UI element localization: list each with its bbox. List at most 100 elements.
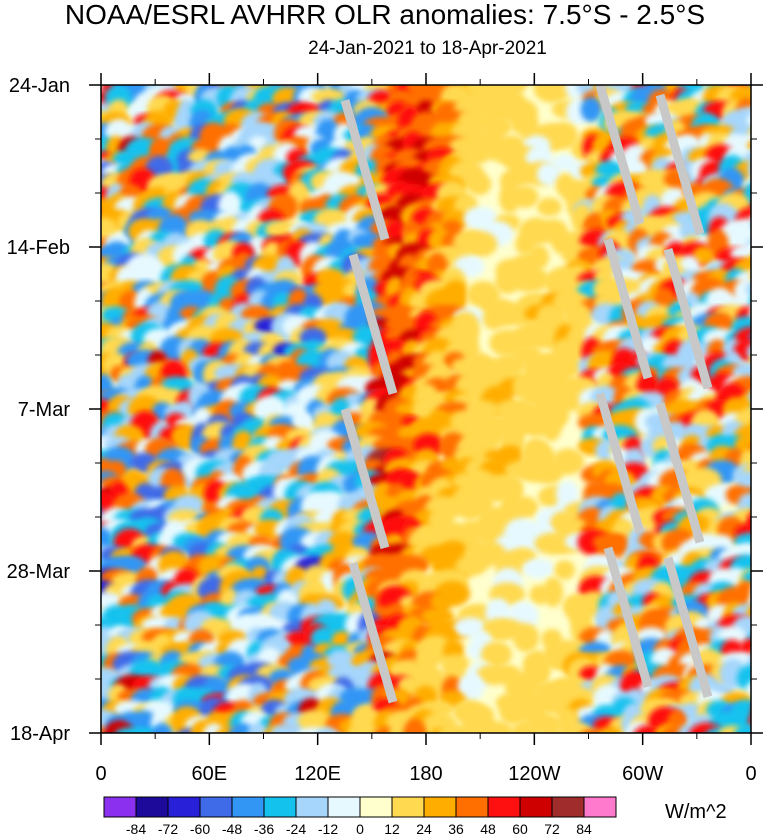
anomaly-cell [170,85,174,86]
anomaly-cell [103,720,135,733]
anomaly-cell [688,722,724,733]
anomaly-cell [746,343,751,361]
missing-data-stripe [655,93,705,236]
colorbar-tick-label: 0 [356,821,364,834]
anomaly-cell [462,231,498,258]
anomaly-cell [521,267,550,292]
anomaly-cell [76,149,100,174]
x-tick-label: 0 [745,763,756,785]
anomaly-cell [455,555,486,577]
anomaly-cell [256,85,265,86]
anomaly-cell [725,85,738,87]
missing-data-stripe [340,99,390,241]
anomaly-cell [745,282,751,296]
missing-data-stripe [595,85,645,226]
anomaly-cell [101,478,103,491]
anomaly-cell [752,697,770,721]
anomaly-cell [76,390,98,415]
colorbar-tick-label: -48 [222,821,242,834]
missing-data-stripe [663,248,713,390]
colorbar-tick-label: 60 [512,821,528,834]
anomaly-cell [752,215,770,243]
x-tick-label: 120E [294,763,341,785]
anomaly-cell [261,63,285,84]
colorbar-tick-label: 36 [448,821,464,834]
missing-data-stripe [340,407,390,550]
anomaly-cell [539,714,563,733]
anomaly-cell [554,560,575,580]
y-tick-label: 24-Jan [9,75,70,97]
anomaly-cell [467,172,492,196]
anomaly-cell [101,403,104,423]
olr-anomaly-field [73,63,770,733]
anomaly-cell [518,85,529,87]
y-tick-label: 14-Feb [7,237,70,259]
missing-data-stripe [595,392,645,534]
anomaly-cell [480,641,512,668]
anomaly-cell [746,618,751,634]
anomaly-cell [535,458,564,484]
colorbar-tick-label: 48 [480,821,496,834]
anomaly-cell [297,709,332,733]
anomaly-cell [247,722,269,733]
colorbar-swatch [231,796,265,818]
colorbar-units: W/m^2 [665,801,727,823]
x-tick-label: 120W [508,763,560,785]
anomaly-cell [747,391,751,404]
anomaly-cell [101,726,108,733]
colorbar: -84 -72 -60 -48 -36 -24 -12 0 12 24 36 48 60 72 84 [103,796,617,834]
colorbar-swatch [295,796,329,818]
anomaly-cell [73,548,101,569]
anomaly-cell [416,85,433,87]
colorbar-tick-label: 72 [544,821,560,834]
colorbar-tick-label: -36 [254,821,274,834]
anomaly-cell [101,599,103,608]
anomaly-cell [660,63,694,85]
anomaly-cell [270,723,303,733]
anomaly-cell [203,723,225,733]
anomaly-cell [736,665,751,691]
colorbar-swatch [551,796,585,818]
anomaly-cell [101,273,103,283]
anomaly-cell [101,228,103,241]
x-tick-label: 60W [622,763,663,785]
missing-data-stripe [655,402,705,544]
anomaly-cell [536,197,562,217]
colorbar-tick-label: 84 [576,821,592,834]
colorbar-tick-label: -84 [126,821,146,834]
anomaly-cell [455,724,485,733]
missing-data-stripe [348,562,398,704]
anomaly-cell [692,246,715,265]
anomaly-cell [101,341,106,357]
colorbar-swatch [167,796,201,818]
anomaly-cell [623,64,645,83]
anomaly-cell [101,573,103,588]
colorbar-tick-label: 12 [384,821,400,834]
x-axis: 0 60E 120E 180 120W 60W 0 [95,73,757,785]
x-tick-label: 180 [409,763,442,785]
anomaly-cell [536,162,562,187]
anomaly-cell [543,577,564,608]
anomaly-cell [316,727,338,733]
anomaly-cell [291,411,314,432]
anomaly-cell [566,722,593,733]
anomaly-cell [747,159,751,180]
y-tick-label: 18-Apr [10,723,70,745]
anomaly-cell [347,724,367,733]
anomaly-cell [483,720,515,733]
y-axis: 24-Jan 14-Feb 7-Mar 28-Mar 18-Apr [7,75,763,745]
anomaly-cell [101,649,102,657]
anomaly-cell [748,444,751,455]
anomaly-cell [749,296,751,308]
colorbar-swatch [199,796,233,818]
anomaly-cell [542,729,562,733]
anomaly-cell [580,96,602,122]
colorbar-tick-label: -72 [158,821,178,834]
y-tick-label: 7-Mar [18,399,71,421]
colorbar-swatch [519,796,553,818]
colorbar-tick-label: -24 [286,821,306,834]
anomaly-cell [75,139,101,158]
anomaly-cell [457,672,484,703]
anomaly-cell [76,630,100,653]
